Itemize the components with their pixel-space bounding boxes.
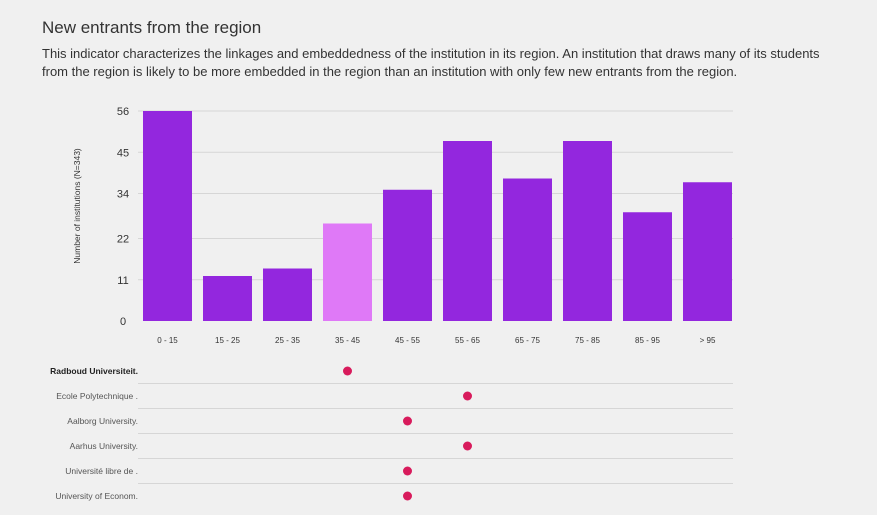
institution-marker[interactable] (343, 366, 352, 376)
x-tick-label: 45 - 55 (395, 336, 420, 345)
institution-rows: Radboud Universiteit. Ecole Polytechnique… (50, 366, 733, 501)
y-tick-label: 34 (117, 189, 129, 201)
institution-label: University of Econom. (55, 491, 138, 501)
y-tick-label: 11 (117, 275, 128, 287)
y-tick-label: 56 (117, 106, 129, 118)
x-tick-label: 75 - 85 (575, 336, 600, 345)
x-tick-label: 65 - 75 (515, 336, 540, 345)
bar-75-85[interactable] (563, 141, 612, 321)
indicator-description: This indicator characterizes the linkage… (42, 46, 820, 79)
institution-label: Radboud Universiteit. (50, 366, 138, 376)
bar-55-65[interactable] (443, 141, 492, 321)
institution-marker[interactable] (463, 441, 472, 451)
institution-label: Aalborg University. (67, 416, 138, 426)
y-tick-label: 45 (117, 147, 129, 159)
x-tick-label: 0 - 15 (157, 336, 178, 345)
y-tick-label: 0 (120, 316, 126, 328)
x-tick-label: 85 - 95 (635, 336, 660, 345)
page-title: New entrants from the region (42, 18, 262, 37)
x-tick-label: 35 - 45 (335, 336, 360, 345)
institution-marker[interactable] (403, 416, 412, 426)
institution-label: Ecole Polytechnique . (56, 391, 138, 401)
bar-0-15[interactable] (143, 111, 192, 321)
x-tick-label: 15 - 25 (215, 336, 240, 345)
institution-label: Université libre de . (65, 466, 138, 476)
institution-label: Aarhus University. (70, 441, 138, 451)
bar-35-45[interactable] (323, 223, 372, 322)
bar-25-35[interactable] (263, 268, 312, 322)
y-axis-label: Number of institutions (N=343) (72, 148, 82, 264)
institution-marker[interactable] (463, 391, 472, 401)
x-tick-label: 25 - 35 (275, 336, 300, 345)
x-tick-label: > 95 (700, 336, 716, 345)
x-axis-ticks: 0 - 15 15 - 25 25 - 35 35 - 45 45 - 55 55 - 6… (157, 336, 716, 345)
x-tick-label: 55 - 65 (455, 336, 480, 345)
bar-65-75[interactable] (503, 178, 552, 322)
bar-15-25[interactable] (203, 276, 252, 321)
bar--95[interactable] (683, 182, 732, 321)
y-axis-ticks: 0 11 22 34 45 56 (117, 106, 129, 328)
bar-85-95[interactable] (623, 212, 672, 321)
bar-45-55[interactable] (383, 189, 432, 321)
bars (143, 111, 732, 321)
institution-marker[interactable] (403, 466, 412, 476)
institution-marker[interactable] (403, 491, 412, 501)
y-tick-label: 22 (117, 234, 129, 246)
